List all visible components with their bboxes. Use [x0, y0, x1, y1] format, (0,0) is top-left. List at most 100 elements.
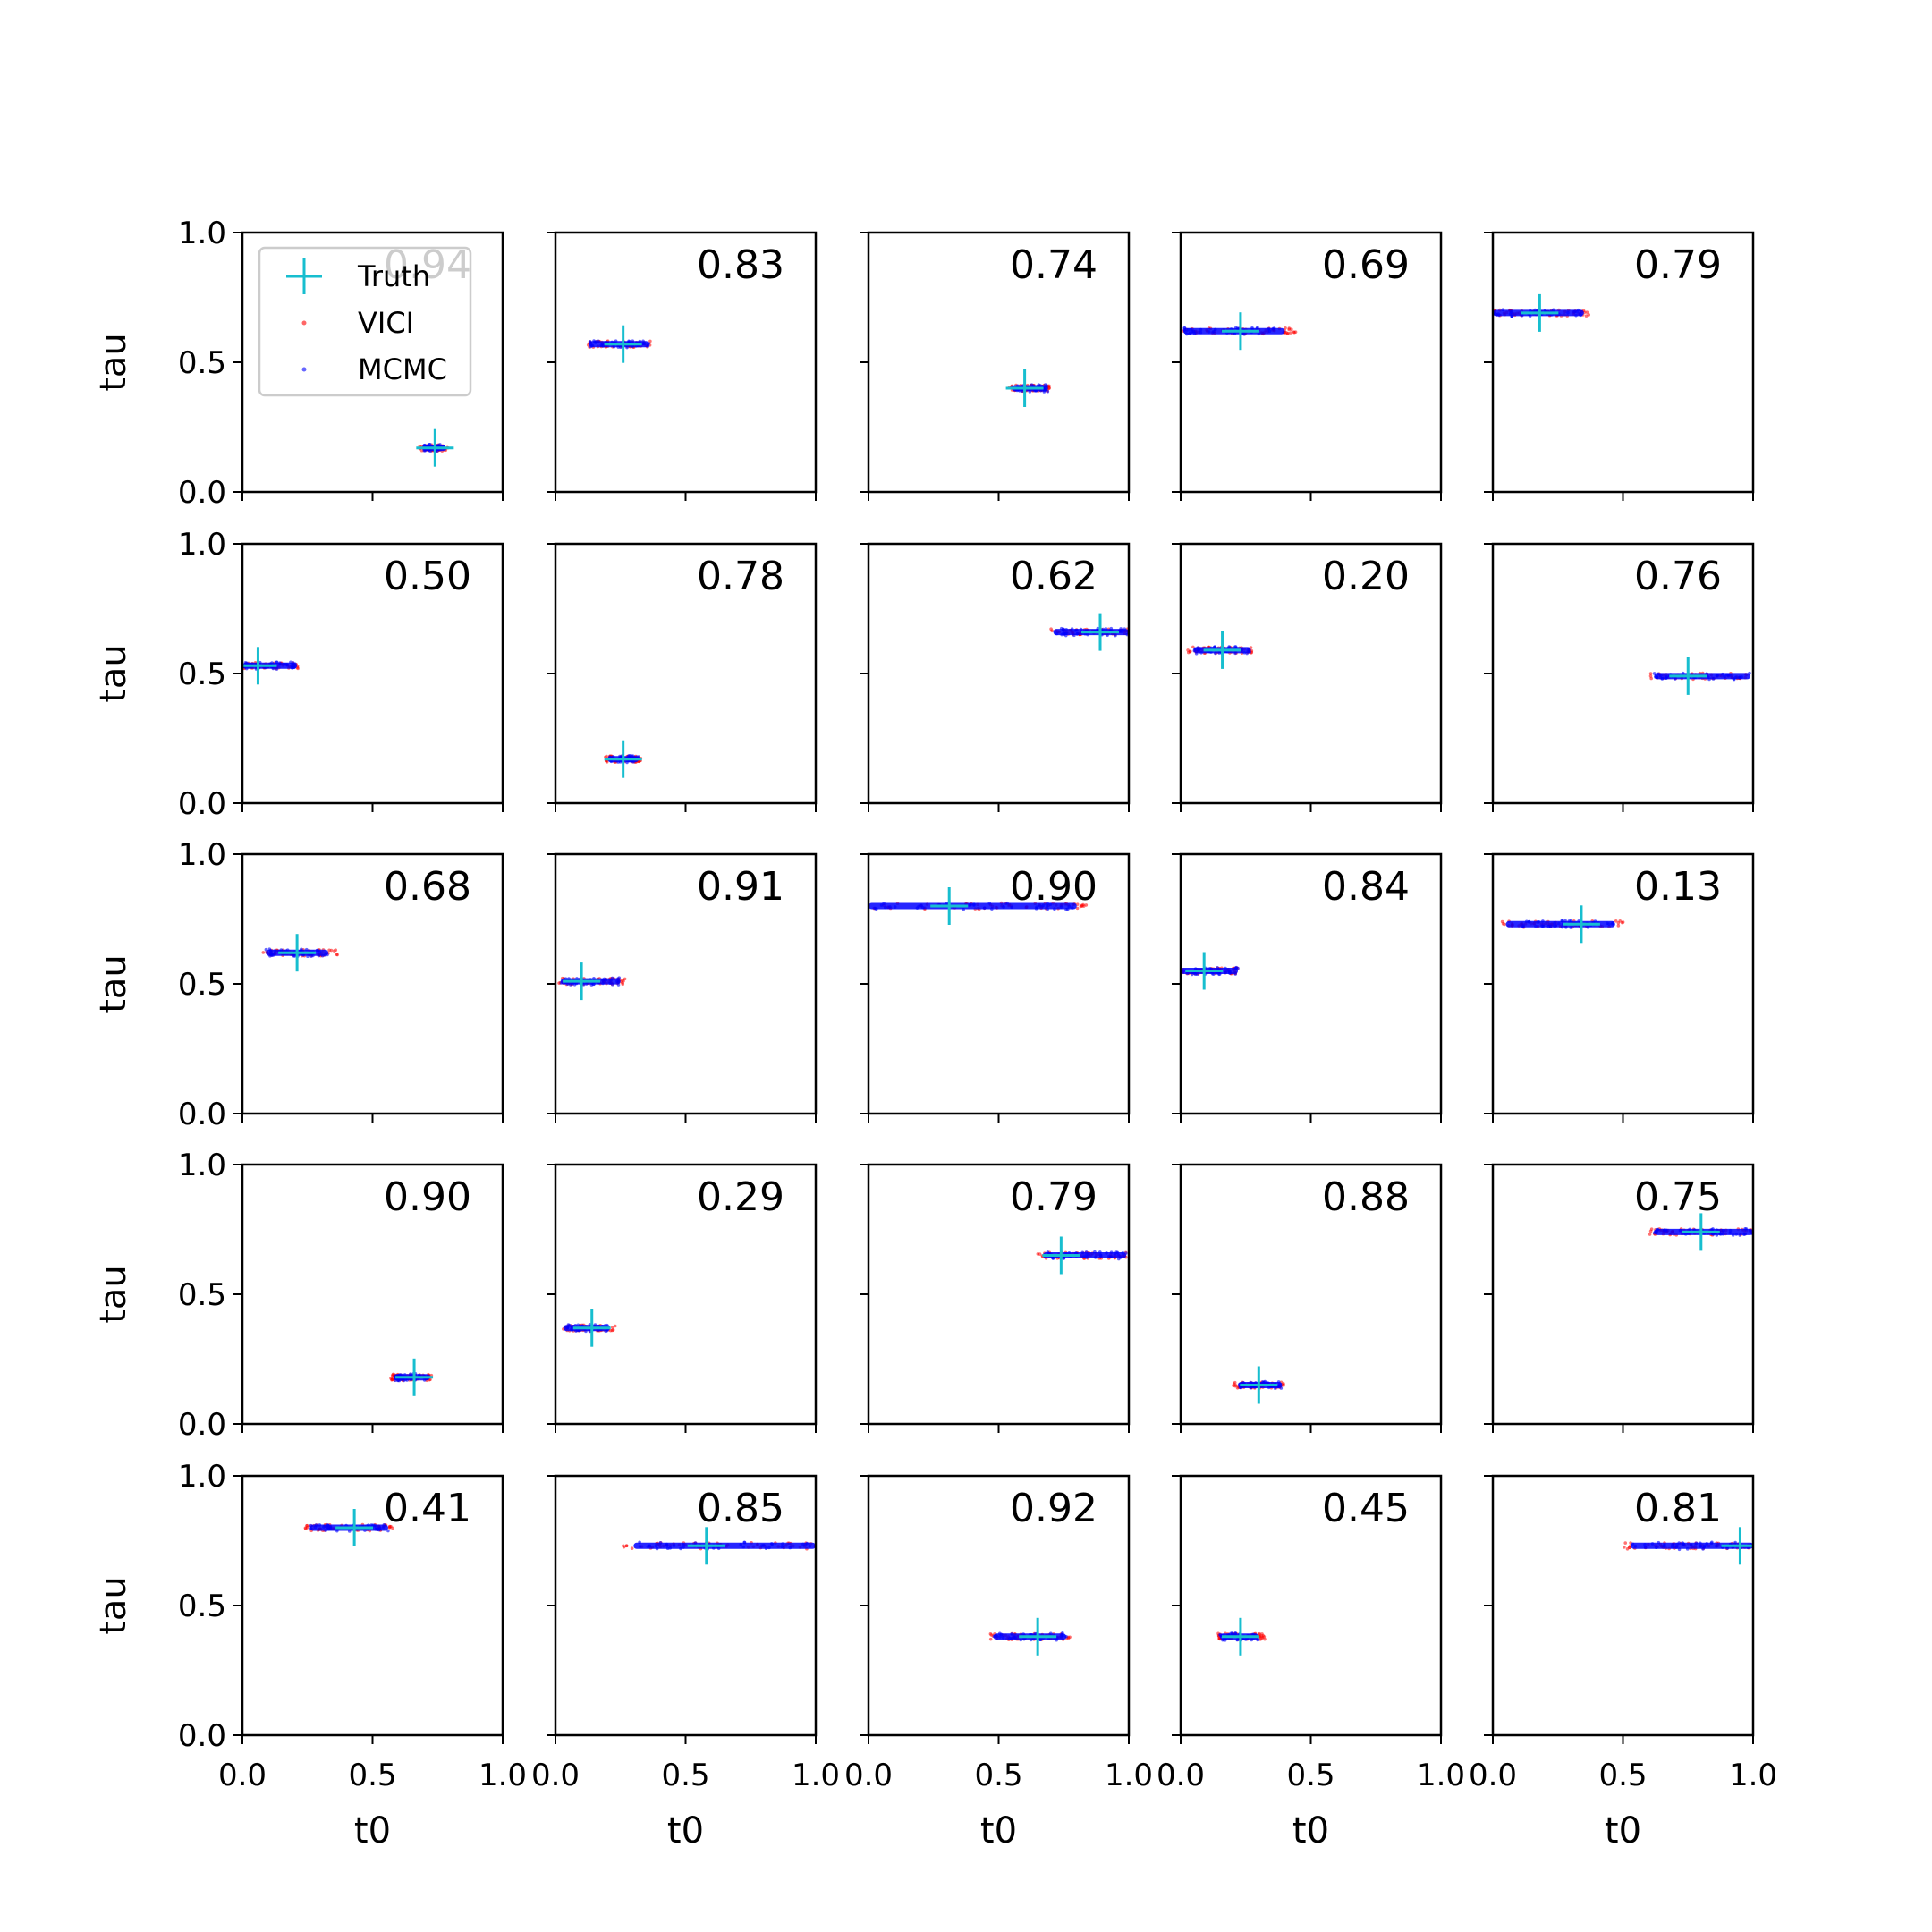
- mcmc-point: [614, 339, 618, 343]
- mcmc-point: [1209, 646, 1214, 650]
- vici-point: [1584, 314, 1589, 318]
- x-axis-label: t0: [980, 1810, 1017, 1852]
- mcmc-point: [1123, 1251, 1128, 1255]
- mcmc-point: [1699, 1545, 1703, 1548]
- mcmc-point: [616, 983, 621, 987]
- mcmc-point: [921, 906, 925, 910]
- mcmc-point: [1586, 925, 1590, 929]
- mcmc-point: [1496, 312, 1501, 316]
- mcmc-point: [1060, 632, 1063, 637]
- mcmc-point: [1114, 633, 1117, 638]
- mcmc-point: [780, 1545, 784, 1549]
- mcmc-point: [761, 1543, 766, 1547]
- y-tick-label: 0.0: [178, 475, 226, 511]
- mcmc-point: [1673, 677, 1677, 681]
- mcmc-point: [997, 1631, 1002, 1636]
- mcmc-point: [631, 344, 634, 349]
- mcmc-point: [1033, 1631, 1038, 1636]
- panel-18: 0.79: [860, 1163, 1131, 1433]
- mcmc-point: [1045, 384, 1048, 387]
- mcmc-point: [1229, 1631, 1233, 1636]
- mcmc-point: [990, 907, 994, 911]
- mcmc-point: [998, 1635, 1002, 1639]
- mcmc-point: [306, 954, 309, 958]
- mcmc-point: [1046, 907, 1049, 911]
- mcmc-point: [1501, 308, 1505, 311]
- mcmc-point: [1631, 1542, 1635, 1546]
- mcmc-point: [769, 1542, 774, 1546]
- y-axis-label: tau: [93, 644, 134, 703]
- mcmc-point: [788, 1546, 792, 1550]
- mcmc-point: [409, 1377, 413, 1382]
- legend-vici-icon: [301, 320, 307, 326]
- mcmc-point: [739, 1542, 743, 1546]
- mcmc-point: [638, 1545, 642, 1548]
- mcmc-point: [1705, 672, 1708, 676]
- mcmc-point: [888, 905, 892, 909]
- mcmc-point: [580, 1324, 584, 1328]
- mcmc-point: [328, 1527, 333, 1530]
- x-axis-label: t0: [667, 1810, 704, 1852]
- panel-score: 0.75: [1634, 1174, 1722, 1220]
- panel-score: 0.50: [384, 554, 471, 599]
- mcmc-point: [638, 339, 642, 343]
- mcmc-point: [293, 662, 297, 665]
- vici-point: [1585, 310, 1589, 314]
- mcmc-point: [1670, 1545, 1674, 1549]
- mcmc-point: [1699, 1541, 1702, 1546]
- mcmc-point: [1611, 921, 1615, 925]
- panel-score: 0.88: [1322, 1174, 1410, 1220]
- mcmc-point: [1199, 650, 1203, 655]
- vici-point: [1233, 1380, 1237, 1385]
- mcmc-point: [1273, 1386, 1277, 1390]
- vici-point: [1616, 924, 1621, 928]
- mcmc-point: [1030, 383, 1034, 387]
- vici-point: [1620, 920, 1624, 925]
- mcmc-point: [874, 907, 878, 911]
- mcmc-point: [1038, 1638, 1043, 1642]
- mcmc-point: [273, 949, 277, 953]
- mcmc-point: [637, 755, 640, 758]
- mcmc-point: [1245, 651, 1249, 656]
- mcmc-point: [1540, 924, 1544, 928]
- mcmc-point: [1278, 1382, 1282, 1386]
- mcmc-point: [1528, 314, 1532, 318]
- y-axis-label: tau: [93, 954, 134, 1013]
- x-tick-label: 1.0: [479, 1758, 527, 1793]
- mcmc-point: [1042, 386, 1046, 389]
- mcmc-point: [1711, 1227, 1715, 1231]
- mcmc-point: [1633, 1544, 1638, 1548]
- mcmc-point: [741, 1545, 746, 1549]
- panel-score: 0.13: [1634, 864, 1722, 910]
- vici-point: [1261, 1633, 1266, 1638]
- panel-marks: [1493, 293, 1591, 332]
- mcmc-point: [962, 908, 965, 911]
- mcmc-point: [1233, 1631, 1238, 1635]
- mcmc-point: [1248, 650, 1251, 654]
- vici-point: [1623, 1546, 1626, 1549]
- mcmc-point: [1042, 388, 1046, 393]
- mcmc-point: [1572, 309, 1576, 314]
- mcmc-point: [608, 981, 612, 986]
- vici-point: [1649, 1227, 1654, 1231]
- mcmc-point: [625, 345, 629, 350]
- mcmc-point: [584, 982, 589, 986]
- mcmc-point: [318, 950, 322, 954]
- mcmc-point: [1249, 1380, 1253, 1385]
- mcmc-point: [1706, 675, 1710, 679]
- panel-22: 0.0 0.5 1.0 t0 0.85: [531, 1474, 840, 1852]
- mcmc-point: [1242, 650, 1247, 655]
- mcmc-point: [1244, 1638, 1248, 1641]
- mcmc-point: [1046, 389, 1050, 394]
- mcmc-point: [658, 1541, 663, 1545]
- vici-point: [1284, 326, 1287, 330]
- mcmc-point: [1663, 1228, 1666, 1233]
- mcmc-point: [982, 906, 987, 910]
- panel-6: 0.0 0.5 1.0 tau 0.50: [93, 527, 504, 822]
- vici-point: [988, 1632, 993, 1636]
- mcmc-point: [1199, 330, 1203, 335]
- mcmc-point: [1660, 676, 1664, 681]
- legend-label: Truth: [357, 259, 430, 293]
- vici-point: [630, 1546, 634, 1550]
- mcmc-point: [1256, 326, 1259, 330]
